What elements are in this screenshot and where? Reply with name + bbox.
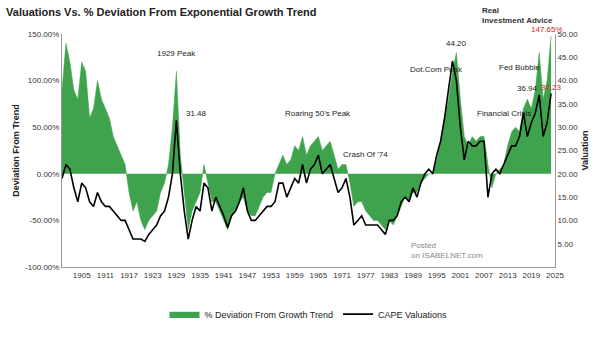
svg-text:36.94: 36.94: [517, 84, 538, 93]
svg-text:30.00: 30.00: [558, 123, 579, 132]
svg-text:20.00: 20.00: [558, 170, 579, 179]
svg-text:15.00: 15.00: [558, 193, 579, 202]
svg-text:1947: 1947: [238, 271, 256, 280]
svg-text:31.48: 31.48: [186, 109, 207, 118]
svg-text:1953: 1953: [262, 271, 280, 280]
svg-text:Financial Crisis: Financial Crisis: [477, 109, 531, 118]
svg-text:1941: 1941: [215, 271, 233, 280]
svg-text:RealInvestment Advice: RealInvestment Advice: [482, 6, 553, 25]
svg-text:2019: 2019: [522, 271, 540, 280]
svg-text:100.00%: 100.00%: [28, 76, 60, 85]
svg-text:40.00: 40.00: [558, 76, 579, 85]
svg-text:Roaring 50's Peak: Roaring 50's Peak: [285, 109, 351, 118]
svg-text:Crash Of '74: Crash Of '74: [343, 150, 388, 159]
svg-text:150.00%: 150.00%: [28, 30, 60, 39]
svg-text:50.00: 50.00: [558, 30, 579, 39]
svg-text:1983: 1983: [380, 271, 398, 280]
svg-text:35.00: 35.00: [558, 100, 579, 109]
svg-text:1989: 1989: [404, 271, 422, 280]
svg-text:1965: 1965: [309, 271, 327, 280]
svg-text:-50.00%: -50.00%: [30, 216, 60, 225]
svg-text:Valuations Vs. % Deviation Fro: Valuations Vs. % Deviation From Exponent…: [6, 6, 317, 18]
svg-text:1929: 1929: [167, 271, 185, 280]
svg-text:2001: 2001: [451, 271, 469, 280]
svg-text:1929 Peak: 1929 Peak: [157, 49, 196, 58]
svg-text:0.00%: 0.00%: [37, 170, 60, 179]
svg-text:CAPE Valuations: CAPE Valuations: [378, 310, 447, 320]
svg-text:1911: 1911: [97, 271, 115, 280]
svg-text:Valuation: Valuation: [580, 130, 590, 170]
svg-text:44.20: 44.20: [446, 39, 467, 48]
svg-text:147.65%: 147.65%: [531, 25, 563, 34]
svg-text:37.23: 37.23: [541, 83, 562, 92]
svg-text:50.00%: 50.00%: [32, 123, 59, 132]
svg-text:1971: 1971: [333, 271, 351, 280]
svg-text:5.00: 5.00: [558, 240, 574, 249]
svg-text:1917: 1917: [120, 271, 138, 280]
svg-text:2025: 2025: [546, 271, 564, 280]
svg-text:2007: 2007: [475, 271, 493, 280]
svg-text:Deviation From Trend: Deviation From Trend: [11, 104, 21, 197]
svg-text:45.00: 45.00: [558, 53, 579, 62]
svg-text:1959: 1959: [286, 271, 304, 280]
svg-text:1995: 1995: [428, 271, 446, 280]
svg-text:1923: 1923: [144, 271, 162, 280]
svg-text:% Deviation From Growth Trend: % Deviation From Growth Trend: [205, 310, 334, 320]
svg-text:Fed Bubble: Fed Bubble: [499, 63, 540, 72]
svg-text:10.00: 10.00: [558, 216, 579, 225]
svg-text:1935: 1935: [191, 271, 209, 280]
svg-text:Dot.Com Peak: Dot.Com Peak: [410, 65, 463, 74]
svg-text:1977: 1977: [357, 271, 375, 280]
svg-text:25.00: 25.00: [558, 146, 579, 155]
svg-text:-100.00%: -100.00%: [25, 263, 59, 272]
svg-text:2013: 2013: [499, 271, 517, 280]
svg-text:1905: 1905: [73, 271, 91, 280]
svg-text:Postedon ISABELNET.com: Postedon ISABELNET.com: [411, 241, 483, 260]
